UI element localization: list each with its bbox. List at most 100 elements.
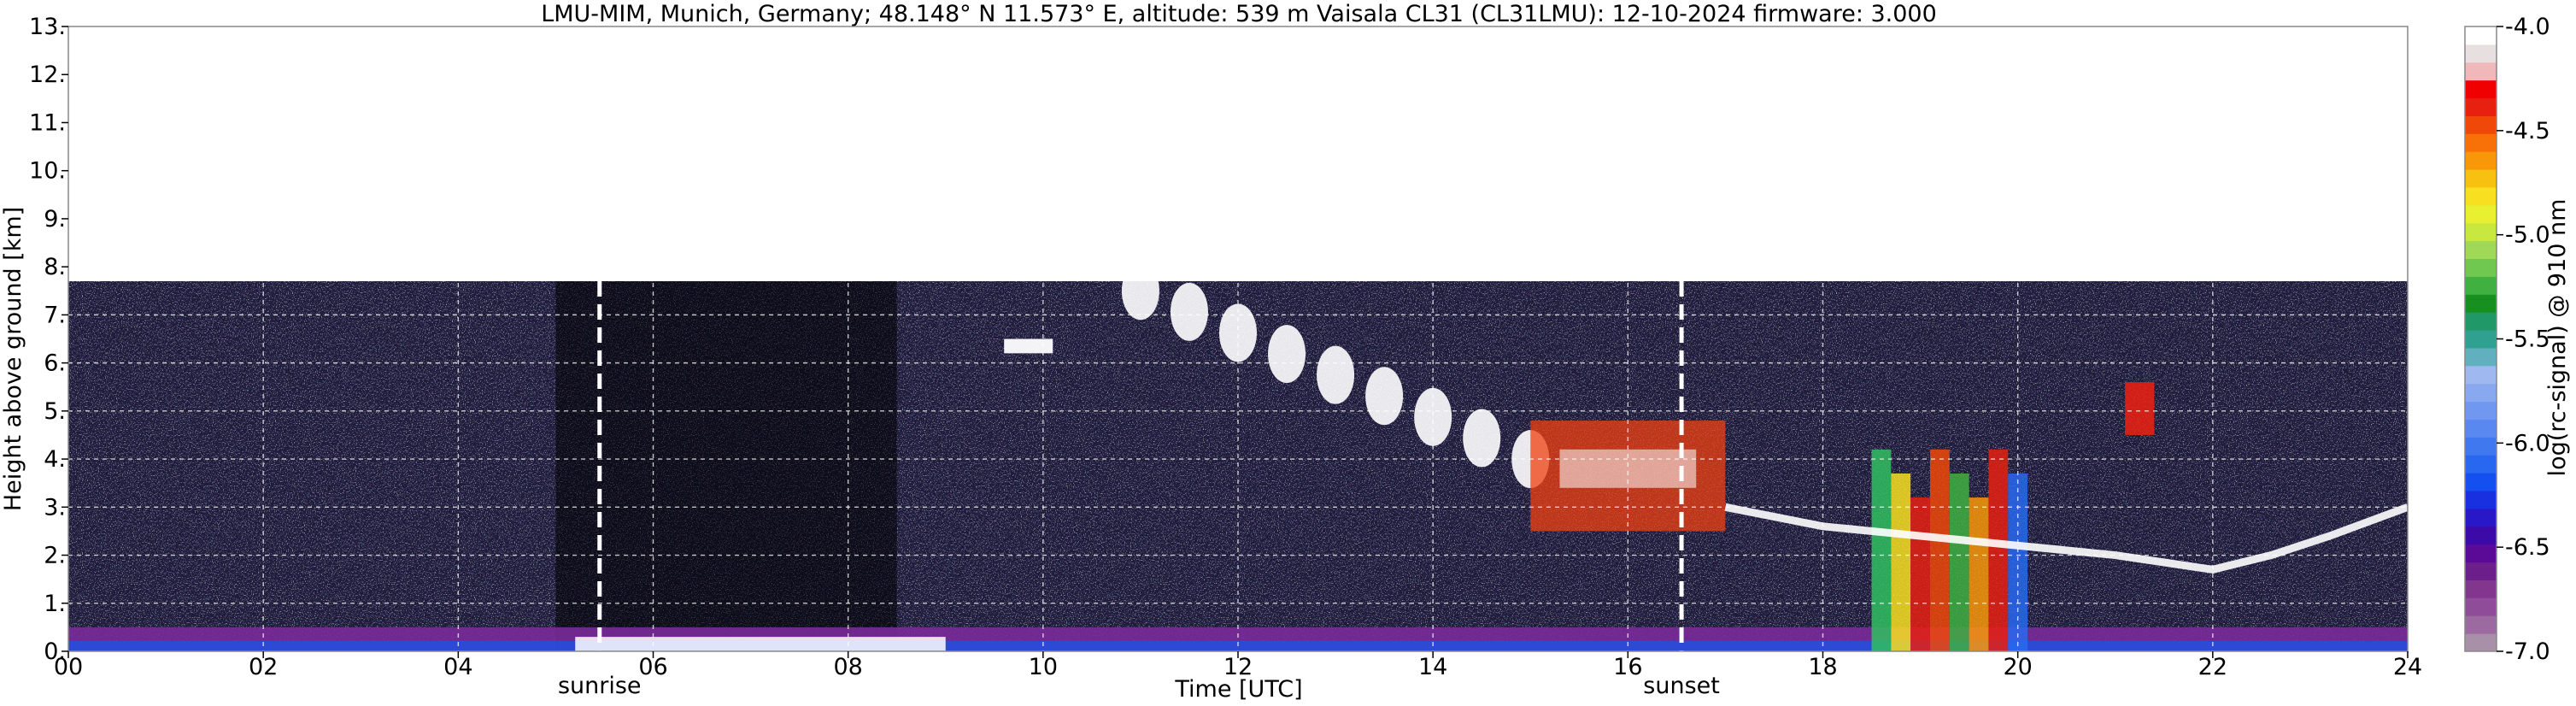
x-tick-label: 12 — [1223, 654, 1253, 680]
colorbar-swatch — [2465, 633, 2497, 652]
colorbar-swatch — [2465, 79, 2497, 99]
colorbar-swatch — [2465, 437, 2497, 456]
y-tick-label: 1. — [44, 591, 66, 617]
colorbar-tick-label: -5.0 — [2505, 222, 2550, 249]
precip-column — [1871, 449, 1892, 651]
colorbar-swatch — [2465, 258, 2497, 277]
feature-mid-level-cloud — [1004, 338, 1053, 354]
x-tick-label: 04 — [443, 654, 472, 680]
colorbar: -4.0 -4.5 -5.0 -5.5 -6.0 -6.5 -7.0 — [2464, 14, 2550, 665]
colorbar-swatch — [2465, 562, 2497, 580]
cirrus-blob — [1170, 282, 1208, 341]
colorbar-swatch — [2465, 455, 2497, 474]
colorbar-tick-label: -5.5 — [2505, 327, 2550, 353]
precip-column — [1910, 497, 1930, 651]
y-tick-label: 9. — [44, 206, 66, 232]
precip-column — [1929, 449, 1950, 651]
y-tick-label: 0. — [44, 638, 66, 665]
sun-markers: sunrise sunset — [558, 281, 1720, 699]
cirrus-blob — [1317, 345, 1355, 404]
cirrus-blob — [1121, 262, 1159, 321]
colorbar-swatch — [2465, 97, 2497, 116]
quiet-region — [555, 281, 897, 651]
colorbar-tick-label: -6.0 — [2505, 430, 2550, 456]
colorbar-swatch — [2465, 330, 2497, 349]
colorbar-swatch — [2465, 508, 2497, 527]
colorbar-tick-label: -4.0 — [2505, 14, 2550, 40]
colorbar-tick-label: -6.5 — [2505, 534, 2550, 561]
colorbar-swatch — [2465, 312, 2497, 331]
x-tick-label: 08 — [833, 654, 862, 680]
marker-label-sunrise: sunrise — [558, 673, 642, 699]
colorbar-swatch — [2465, 169, 2497, 188]
x-tick-label: 00 — [54, 654, 83, 680]
x-tick-label: 16 — [1613, 654, 1642, 680]
colorbar-swatch — [2465, 115, 2497, 134]
x-tick-label: 24 — [2393, 654, 2422, 680]
y-tick-label: 7. — [44, 302, 66, 328]
x-tick-label: 06 — [638, 654, 667, 680]
colorbar-swatch — [2465, 615, 2497, 634]
colorbar-swatch — [2465, 186, 2497, 206]
cirrus-blob — [1219, 303, 1257, 362]
cirrus-blob — [1268, 325, 1306, 384]
x-tick-label: 18 — [1808, 654, 1837, 680]
x-tick-label: 10 — [1029, 654, 1058, 680]
colorbar-swatch — [2465, 473, 2497, 491]
colorbar-tick-label: -7.0 — [2505, 638, 2550, 665]
cirrus-blob — [1463, 409, 1501, 468]
x-axis-ticks: 00 02 04 06 08 10 12 14 16 18 20 22 24 — [54, 651, 2422, 680]
y-tick-label: 10. — [29, 158, 66, 185]
colorbar-swatch — [2465, 26, 2497, 45]
x-tick-label: 20 — [2003, 654, 2032, 680]
y-tick-label: 6. — [44, 350, 66, 377]
y-tick-label: 11. — [29, 109, 66, 136]
colorbar-swatch — [2465, 276, 2497, 295]
y-tick-label: 12. — [29, 62, 66, 88]
cirrus-blob — [1365, 367, 1404, 426]
colorbar-swatch — [2465, 133, 2497, 152]
colorbar-tick-label: -4.5 — [2505, 118, 2550, 144]
feature-night-residual-layer — [575, 637, 946, 651]
colorbar-swatch — [2465, 204, 2497, 224]
colorbar-swatch — [2465, 365, 2497, 385]
colorbar-swatch — [2465, 62, 2497, 81]
x-tick-label: 14 — [1418, 654, 1447, 680]
colorbar-swatch — [2465, 347, 2497, 367]
colorbar-swatch — [2465, 580, 2497, 598]
colorbar-swatch — [2465, 401, 2497, 420]
colorbar-swatch — [2465, 222, 2497, 242]
colorbar-swatch — [2465, 44, 2497, 63]
colorbar-swatch — [2465, 151, 2497, 170]
x-tick-label: 02 — [249, 654, 278, 680]
colorbar-swatch — [2465, 544, 2497, 563]
x-axis-label: Time [UTC] — [1174, 676, 1302, 703]
colorbar-swatch — [2465, 597, 2497, 616]
y-axis-label: Height above ground [km] — [0, 207, 26, 511]
y-tick-label: 8. — [44, 254, 66, 280]
precip-column — [1969, 497, 1989, 651]
precip-column — [1988, 449, 2009, 651]
colorbar-swatch — [2465, 383, 2497, 403]
colorbar-swatch — [2465, 526, 2497, 545]
y-tick-label: 5. — [44, 398, 66, 425]
colorbar-swatch — [2465, 491, 2497, 509]
feature-elevated-layer — [2125, 382, 2155, 435]
x-tick-label: 22 — [2198, 654, 2227, 680]
colorbar-swatch — [2465, 294, 2497, 313]
y-tick-label: 4. — [44, 446, 66, 473]
colorbar-swatch — [2465, 240, 2497, 260]
chart-title: LMU-MIM, Munich, Germany; 48.148° N 11.5… — [541, 1, 1937, 27]
colorbar-swatch — [2465, 419, 2497, 438]
feature-low-cloud-layer — [1724, 503, 2408, 574]
precip-column — [1949, 473, 1969, 651]
precip-column — [2008, 473, 2028, 651]
y-axis-ticks: 0. 1. 2. 3. 4. 5. 6. 7. 8. 9. 10. 11. 12. 13. — [29, 14, 68, 665]
y-tick-label: 13. — [29, 14, 66, 40]
y-tick-label: 3. — [44, 494, 66, 521]
y-tick-label: 2. — [44, 543, 66, 569]
precip-column — [1891, 473, 1911, 651]
cirrus-blob — [1414, 387, 1452, 446]
marker-label-sunset: sunset — [1643, 673, 1720, 699]
